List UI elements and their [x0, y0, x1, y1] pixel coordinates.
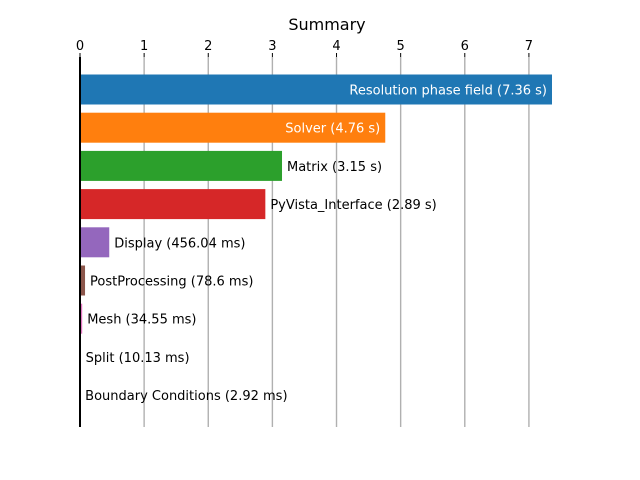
- bar-label: Resolution phase field (7.36 s): [349, 84, 547, 99]
- bar-labels: Resolution phase field (7.36 s) Solver (4…: [85, 84, 547, 405]
- bar-label: Solver (4.76 s): [285, 122, 380, 137]
- x-tick-label: 0: [76, 39, 84, 54]
- bar: [80, 227, 110, 258]
- x-tick-label: 4: [332, 39, 340, 54]
- x-axis-ticks: 0 1 2 3 4 5 6 7: [76, 39, 533, 57]
- bar-label: Boundary Conditions (2.92 ms): [85, 389, 287, 404]
- bar: [80, 265, 86, 296]
- bar-label: PostProcessing (78.6 ms): [90, 275, 253, 290]
- x-tick-label: 1: [140, 39, 148, 54]
- bar: [80, 303, 83, 334]
- bar: [80, 112, 386, 143]
- bar-label: Mesh (34.55 ms): [87, 313, 196, 328]
- x-tick-label: 5: [397, 39, 405, 54]
- bar: [80, 74, 552, 105]
- x-tick-label: 6: [461, 39, 469, 54]
- bar: [80, 150, 283, 181]
- bar: [80, 189, 266, 220]
- bar-label: Display (456.04 ms): [114, 236, 245, 251]
- bar-label: Matrix (3.15 s): [287, 160, 382, 175]
- bar-label: PyVista_Interface (2.89 s): [270, 198, 436, 213]
- chart-title: Summary: [288, 15, 365, 34]
- x-tick-label: 7: [525, 39, 533, 54]
- x-tick-label: 2: [204, 39, 212, 54]
- x-tick-label: 3: [268, 39, 276, 54]
- bars: [80, 74, 552, 411]
- bar-label: Split (10.13 ms): [86, 351, 190, 366]
